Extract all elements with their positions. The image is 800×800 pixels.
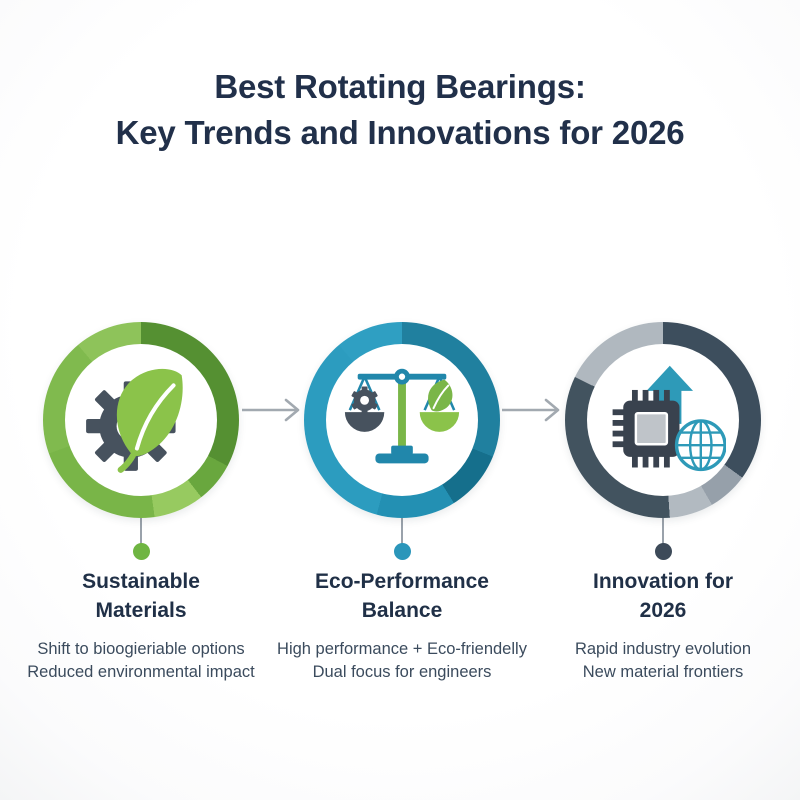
step-ring-inner <box>587 344 739 496</box>
connector-stem <box>401 518 403 544</box>
step-column-eco-performance-balance: Eco-Performance Balance High performance… <box>262 322 542 683</box>
step-heading: Eco-Performance Balance <box>262 567 542 625</box>
step-heading-line-1: Innovation for <box>593 570 733 593</box>
connector-stem <box>662 518 664 544</box>
step-ring-inner <box>65 344 217 496</box>
step-column-innovation-2026: Innovation for 2026 Rapid industry evolu… <box>523 322 800 683</box>
title-line-2: Key Trends and Innovations for 2026 <box>115 114 685 151</box>
page-title: Best Rotating Bearings: Key Trends and I… <box>0 64 800 156</box>
balance-scale-icon <box>344 368 460 464</box>
step-body: Shift to bioogieriable options Reduced e… <box>1 638 281 683</box>
step-body-line-1: Shift to bioogieriable options <box>37 640 245 658</box>
chip-globe-arrow-icon <box>612 365 726 472</box>
right-arrow-icon <box>242 398 300 422</box>
step-ring-sustainable <box>43 322 239 518</box>
step-heading-line-2: Materials <box>95 599 187 622</box>
step-body-line-2: New material frontiers <box>582 662 744 681</box>
step-body: High performance + Eco-friendelly Dual f… <box>262 638 542 683</box>
step-ring-eco-performance <box>304 322 500 518</box>
step-heading-line-2: Balance <box>361 599 443 622</box>
title-line-1: Best Rotating Bearings: <box>214 68 586 105</box>
step-heading-line-1: Sustainable <box>82 570 200 593</box>
step-body-line-1: Rapid industry evolution <box>574 640 752 658</box>
step-body: Rapid industry evolution New material fr… <box>523 638 800 683</box>
step-column-sustainable-materials: Sustainable Materials Shift to bioogieri… <box>1 322 281 683</box>
right-arrow-icon <box>502 398 560 422</box>
connector-stem <box>140 518 142 544</box>
step-heading-line-2: 2026 <box>639 599 687 622</box>
step-ring-inner <box>326 344 478 496</box>
connector-dot <box>654 543 672 560</box>
gear-leaf-icon <box>86 368 183 473</box>
step-body-line-2: Reduced environmental impact <box>27 662 255 681</box>
step-heading: Sustainable Materials <box>1 567 281 625</box>
step-ring-innovation <box>565 322 761 518</box>
connector-dot <box>132 543 150 560</box>
step-heading-line-1: Eco-Performance <box>315 570 489 593</box>
step-body-line-2: Dual focus for engineers <box>312 662 492 681</box>
step-body-line-1: High performance + Eco-friendelly <box>277 640 527 658</box>
connector-dot <box>393 543 411 560</box>
step-heading: Innovation for 2026 <box>523 567 800 625</box>
